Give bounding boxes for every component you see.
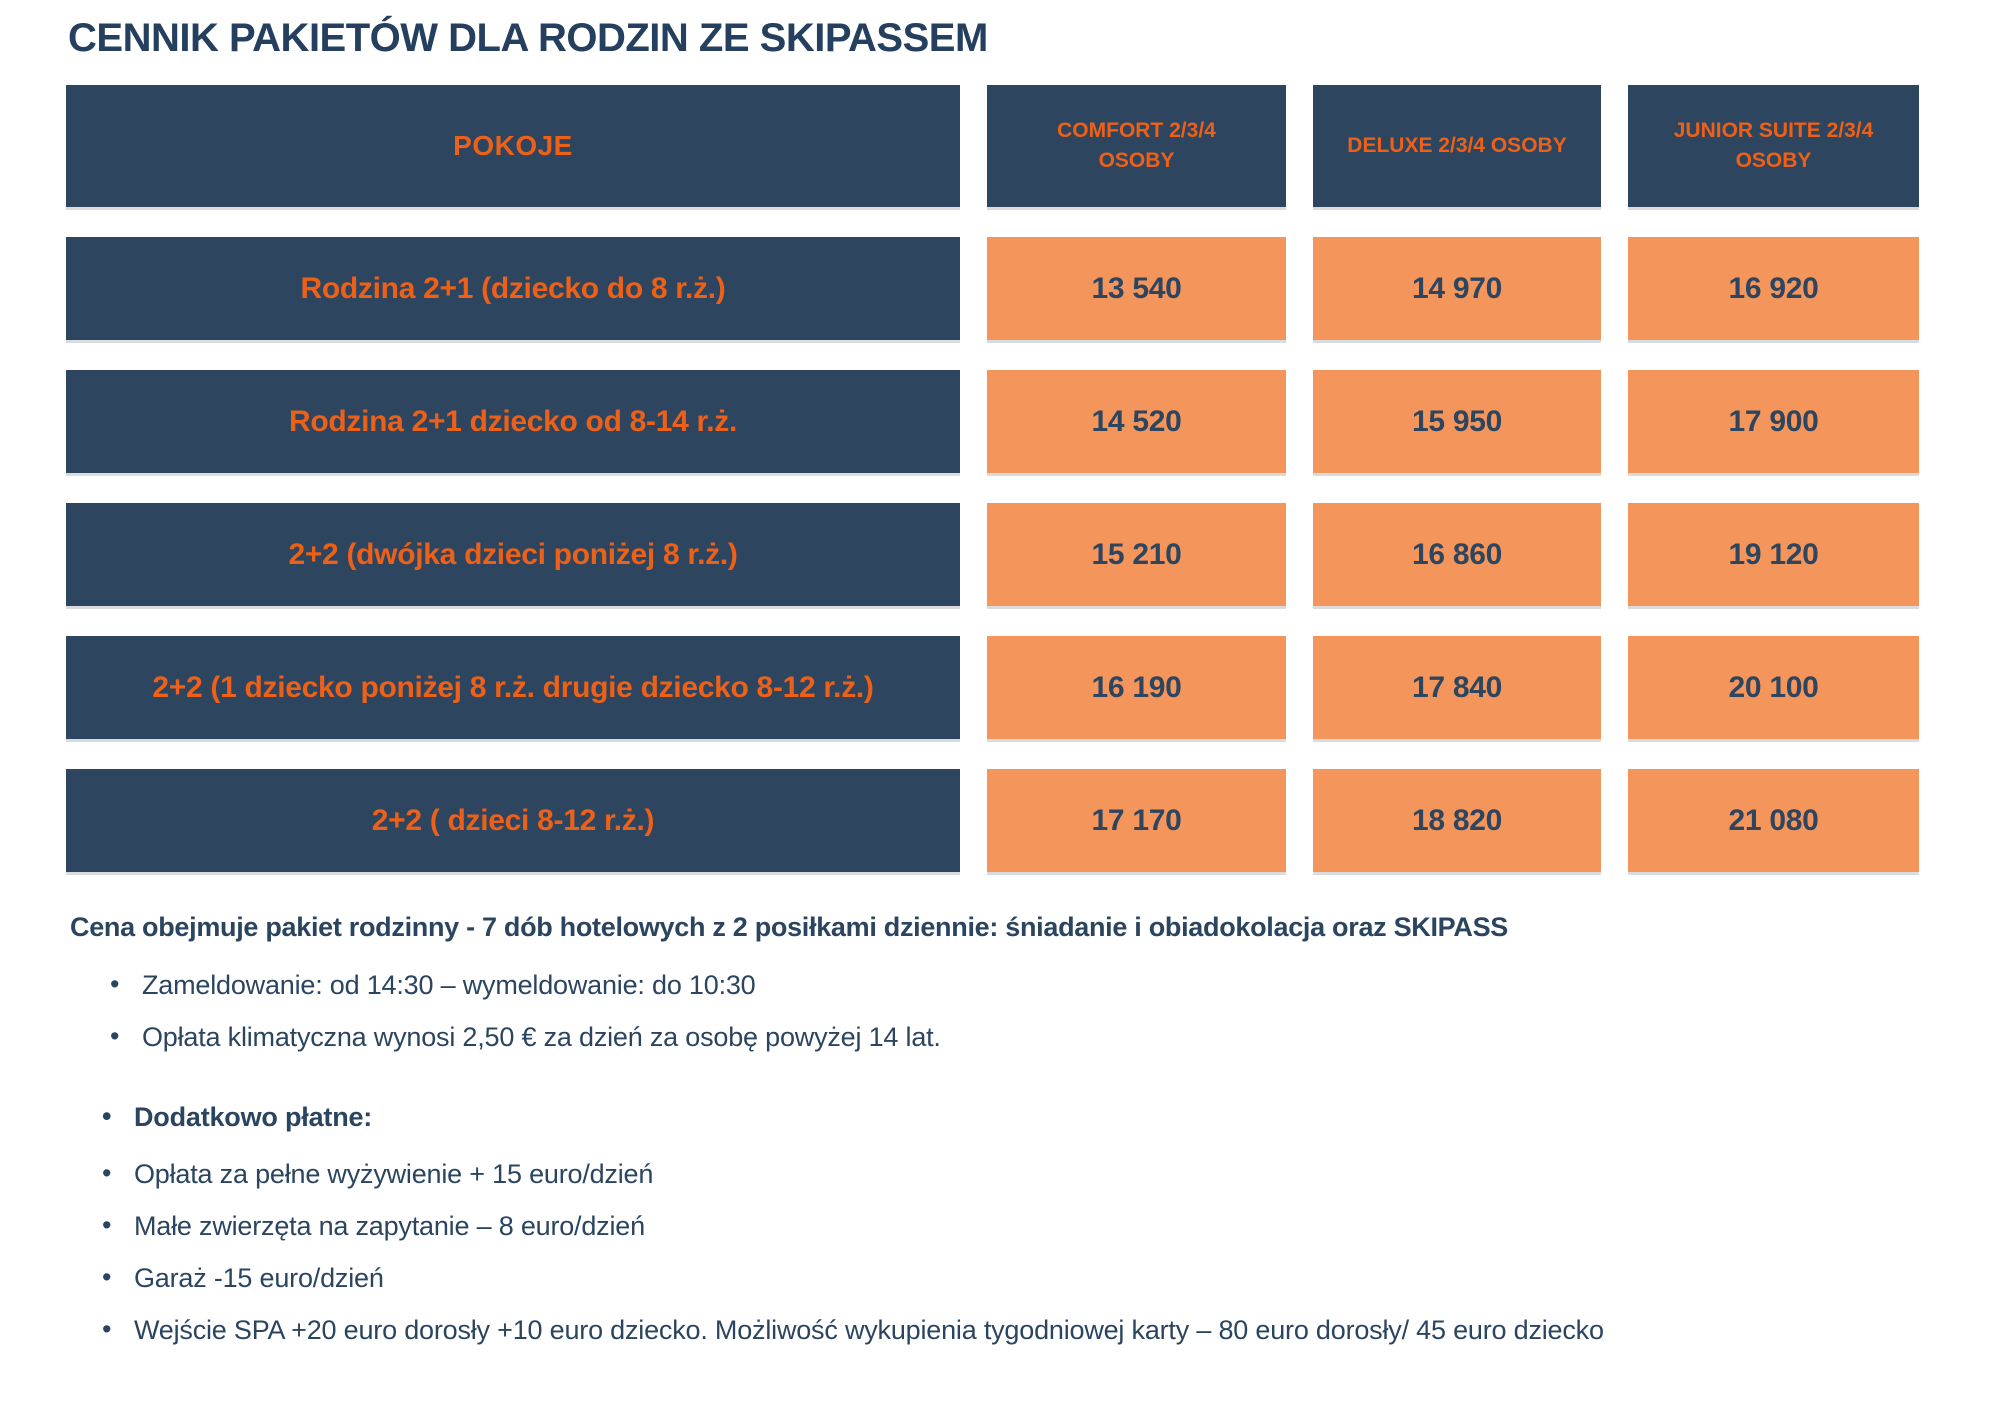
table-header-comfort: COMFORT 2/3/4 OSOBY xyxy=(987,85,1286,207)
table-header-deluxe: DELUXE 2/3/4 OSOBY xyxy=(1313,85,1601,207)
row-label-2plus2-ponizej8: 2+2 (dwójka dzieci poniżej 8 r.ż.) xyxy=(66,503,960,606)
table-header-junior-suite: JUNIOR SUITE 2/3/4 OSOBY xyxy=(1628,85,1919,207)
note-full-board: Opłata za pełne wyżywienie + 15 euro/dzi… xyxy=(102,1157,1870,1191)
notes-section: Cena obejmuje pakiet rodzinny - 7 dób ho… xyxy=(70,912,1870,1366)
price-cell: 21 080 xyxy=(1628,769,1919,872)
price-cell: 17 840 xyxy=(1313,636,1601,739)
price-cell: 20 100 xyxy=(1628,636,1919,739)
price-cell: 14 970 xyxy=(1313,237,1601,340)
notes-bullets-extra: Dodatkowo płatne: Opłata za pełne wyżywi… xyxy=(70,1100,1870,1347)
price-table: POKOJE COMFORT 2/3/4 OSOBY DELUXE 2/3/4 … xyxy=(66,85,1919,872)
row-label-2plus2-mixed: 2+2 (1 dziecko poniżej 8 r.ż. drugie dzi… xyxy=(66,636,960,739)
table-header-rooms: POKOJE xyxy=(66,85,960,207)
note-climate-fee: Opłata klimatyczna wynosi 2,50 € za dzie… xyxy=(110,1020,1870,1054)
price-cell: 17 900 xyxy=(1628,370,1919,473)
price-cell: 14 520 xyxy=(987,370,1286,473)
price-cell: 15 950 xyxy=(1313,370,1601,473)
price-cell: 15 210 xyxy=(987,503,1286,606)
price-cell: 18 820 xyxy=(1313,769,1601,872)
price-cell: 16 190 xyxy=(987,636,1286,739)
note-checkin-checkout: Zameldowanie: od 14:30 – wymeldowanie: d… xyxy=(110,968,1870,1002)
row-label-rodzina-2plus1-8-14: Rodzina 2+1 dziecko od 8-14 r.ż. xyxy=(66,370,960,473)
note-spa-entry: Wejście SPA +20 euro dorosły +10 euro dz… xyxy=(102,1313,1870,1347)
price-cell: 16 920 xyxy=(1628,237,1919,340)
row-label-rodzina-2plus1-do8: Rodzina 2+1 (dziecko do 8 r.ż.) xyxy=(66,237,960,340)
note-garage: Garaż -15 euro/dzień xyxy=(102,1261,1870,1295)
notes-bullets-top: Zameldowanie: od 14:30 – wymeldowanie: d… xyxy=(70,968,1870,1054)
price-cell: 17 170 xyxy=(987,769,1286,872)
note-small-pets: Małe zwierzęta na zapytanie – 8 euro/dzi… xyxy=(102,1209,1870,1243)
price-cell: 19 120 xyxy=(1628,503,1919,606)
page-title: CENNIK PAKIETÓW DLA RODZIN ZE SKIPASSEM xyxy=(68,16,988,60)
row-label-2plus2-8-12: 2+2 ( dzieci 8-12 r.ż.) xyxy=(66,769,960,872)
note-extra-heading: Dodatkowo płatne: xyxy=(102,1100,1870,1134)
price-cell: 13 540 xyxy=(987,237,1286,340)
notes-intro: Cena obejmuje pakiet rodzinny - 7 dób ho… xyxy=(70,912,1509,942)
price-cell: 16 860 xyxy=(1313,503,1601,606)
